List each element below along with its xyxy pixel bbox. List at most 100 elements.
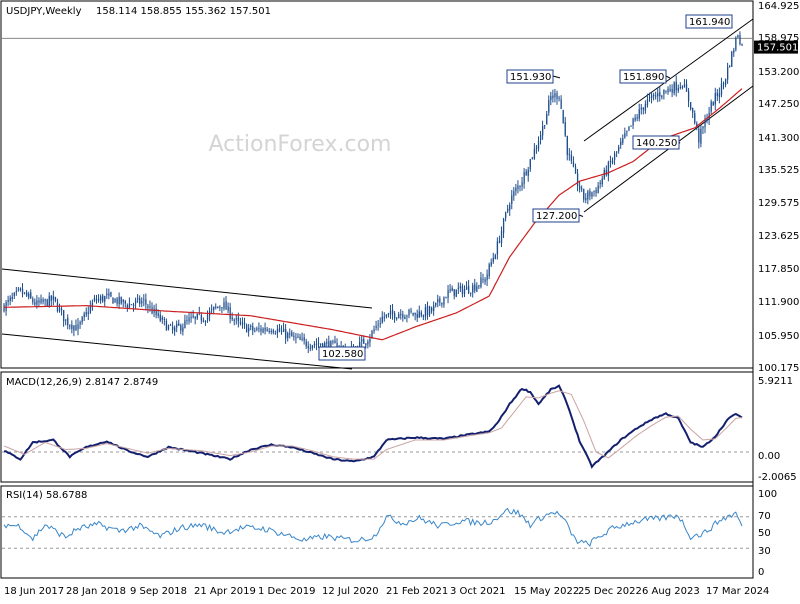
candle-body-328 [677, 88, 679, 91]
candle-body-101 [211, 308, 213, 310]
candle-body-102 [213, 306, 215, 310]
macd-signal-line [3, 390, 743, 460]
x-tick-4: 1 Dec 2019 [258, 586, 316, 597]
candle-body-206 [426, 305, 429, 316]
candle-body-311 [642, 107, 645, 110]
candle-body-352 [727, 67, 729, 80]
candle-body-89 [186, 320, 188, 322]
candle-body-103 [215, 306, 217, 308]
candle-body-225 [465, 286, 468, 290]
candle-body-291 [601, 178, 603, 185]
candle-body-270 [558, 97, 560, 99]
candle-body-86 [180, 325, 182, 331]
candle-body-121 [252, 326, 254, 331]
price-header-symbol: USDJPY,Weekly [6, 6, 82, 17]
candle-body-338 [698, 128, 700, 143]
candle-body-275 [568, 153, 571, 155]
price-header-ohlc: 158.114 158.855 155.362 157.501 [96, 6, 271, 17]
candle-body-243 [502, 218, 505, 233]
candle-body-221 [457, 287, 460, 289]
candle-body-24 [52, 296, 55, 300]
candle-body-299 [618, 146, 620, 152]
candle-body-192 [398, 314, 400, 319]
candle-body-2 [7, 299, 9, 302]
candle-body-18 [40, 298, 42, 303]
candle-body-142 [295, 337, 297, 339]
candle-body-83 [174, 327, 176, 332]
candle-body-335 [692, 108, 694, 113]
candle-body-265 [548, 100, 550, 113]
candle-body-257 [531, 157, 534, 159]
candle-body-263 [544, 125, 546, 127]
candle-body-287 [593, 191, 595, 193]
candle-body-11 [26, 292, 28, 296]
candle-body-150 [311, 345, 314, 349]
candle-body-65 [137, 298, 139, 300]
candle-body-307 [634, 117, 636, 121]
candle-body-149 [309, 347, 312, 349]
annotation-label-5: 102.580 [322, 349, 363, 360]
candle-body-200 [414, 312, 416, 315]
candle-body-216 [447, 290, 449, 298]
candle-body-128 [266, 329, 268, 331]
candle-body-281 [581, 188, 583, 190]
x-tick-10: 6 Aug 2023 [642, 586, 700, 597]
candle-body-137 [285, 329, 287, 339]
candle-body-233 [482, 279, 484, 281]
rsi-y-tick-1: 70 [758, 511, 771, 522]
last-price-badge: 157.501 [754, 40, 798, 54]
candle-body-309 [638, 109, 640, 119]
candle-body-211 [437, 299, 439, 303]
candle-body-51 [108, 293, 110, 296]
candle-body-326 [673, 82, 675, 94]
candle-body-267 [552, 95, 554, 99]
candle-body-33 [71, 324, 73, 329]
candle-body-248 [513, 191, 515, 197]
candle-body-106 [221, 307, 223, 309]
candle-body-296 [611, 160, 614, 164]
candle-body-324 [669, 88, 671, 91]
candle-body-280 [578, 185, 581, 190]
candle-body-232 [480, 277, 482, 287]
candle-body-131 [272, 330, 274, 333]
candle-body-207 [428, 306, 431, 315]
annotation-box-5 [318, 346, 366, 361]
last-price-badge-bg [754, 40, 798, 54]
candle-body-193 [400, 314, 402, 316]
candle-body-262 [541, 126, 544, 136]
candle-body-57 [120, 296, 122, 304]
channel-upper-2017 [1, 268, 373, 309]
candle-body-5 [13, 292, 15, 296]
candle-body-330 [681, 86, 684, 88]
candle-body-1 [5, 302, 7, 312]
candle-body-209 [433, 305, 435, 311]
annotation-label-1: 151.930 [510, 72, 551, 83]
candle-body-12 [28, 293, 30, 298]
price-y-axis: 164.925 158.975 153.200 147.250 141.300 … [758, 1, 799, 374]
candle-body-43 [91, 302, 94, 308]
candle-layer [3, 31, 743, 358]
price-panel-frame [0, 0, 754, 369]
candle-body-325 [671, 89, 673, 93]
candle-body-341 [704, 119, 706, 128]
candle-body-94 [196, 313, 198, 319]
candle-body-201 [416, 314, 418, 318]
annotation-leader-4 [578, 214, 584, 217]
candle-body-194 [402, 314, 404, 318]
candle-body-251 [519, 185, 521, 187]
candle-body-286 [591, 192, 593, 197]
candle-body-46 [97, 298, 100, 301]
candle-body-356 [735, 37, 737, 50]
candle-body-22 [48, 296, 50, 307]
candle-body-153 [317, 343, 320, 345]
candle-body-312 [644, 103, 647, 111]
moving-average-line [4, 88, 743, 341]
candle-body-53 [112, 297, 114, 304]
candle-body-224 [463, 289, 466, 294]
candle-body-237 [490, 262, 492, 266]
x-tick-0: 18 Jun 2017 [4, 586, 64, 597]
candle-body-132 [274, 333, 277, 335]
annotation-label-2: 151.890 [623, 72, 664, 83]
candle-body-218 [451, 287, 453, 292]
